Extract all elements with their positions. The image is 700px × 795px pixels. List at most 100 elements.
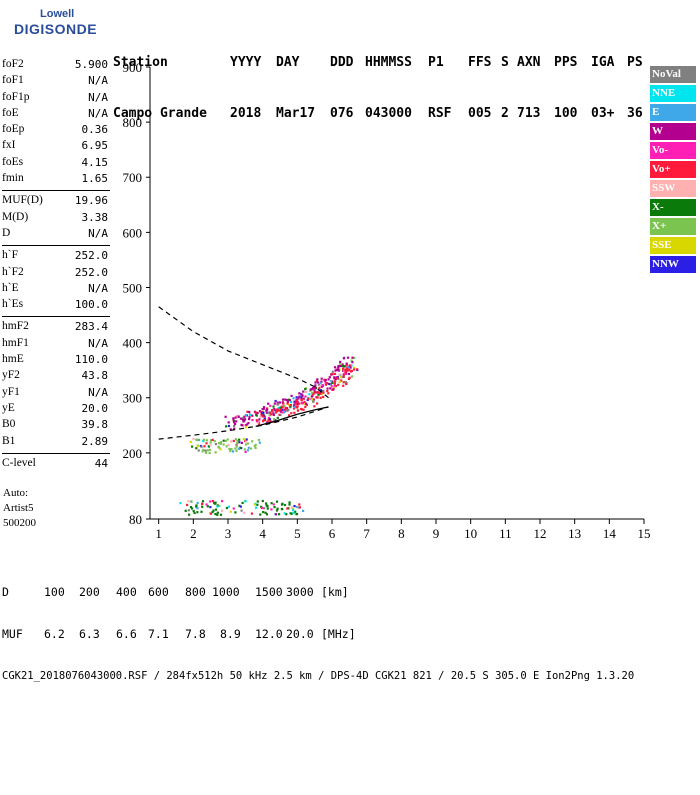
echo-dot xyxy=(320,392,323,396)
y-tick-label: 80 xyxy=(129,512,142,527)
echo-dot xyxy=(331,380,334,383)
echo-dot xyxy=(246,449,249,452)
header-value: Campo Grande xyxy=(113,106,207,121)
param-row: hmF2 283.4 xyxy=(2,320,110,336)
echo-dot xyxy=(316,378,319,381)
echo-dot xyxy=(256,420,259,423)
param-name: h`F2 xyxy=(2,265,24,278)
echo-dot xyxy=(246,423,249,426)
echo-dot xyxy=(293,505,296,508)
muf-value: 6.6 xyxy=(116,627,137,641)
echo-dot xyxy=(275,408,278,411)
echo-dot xyxy=(297,397,300,400)
echo-dot xyxy=(205,439,209,442)
echo-dot xyxy=(272,405,275,408)
echo-dot xyxy=(290,401,293,404)
param-value: 6.95 xyxy=(81,139,109,153)
distance-value: 1500 xyxy=(255,585,283,599)
echo-dot xyxy=(230,448,233,451)
echo-dot xyxy=(276,416,279,419)
echo-dot xyxy=(229,510,232,513)
echo-dot xyxy=(263,507,266,510)
echo-dot xyxy=(265,411,268,414)
echo-dot xyxy=(239,446,242,449)
echo-dot xyxy=(300,398,303,401)
echo-dot xyxy=(225,506,228,510)
echo-dot xyxy=(275,509,279,512)
echo-dot xyxy=(292,397,295,400)
x-tick-label: 15 xyxy=(638,526,651,541)
echo-dot xyxy=(201,505,204,508)
echo-dot xyxy=(232,450,235,453)
header-value: 713 xyxy=(517,106,541,121)
echo-dot xyxy=(319,396,322,399)
param-name: h`E xyxy=(2,281,19,294)
echo-dot xyxy=(219,448,222,451)
echo-dot xyxy=(339,362,342,365)
distance-label: D xyxy=(2,585,9,599)
legend-item: X+ xyxy=(650,218,696,235)
param-value: 43.8 xyxy=(81,369,109,383)
echo-dot xyxy=(341,364,344,367)
echo-dot xyxy=(294,400,297,403)
echo-dot xyxy=(235,420,238,423)
echo-dot xyxy=(304,388,307,391)
echo-dot xyxy=(280,503,284,506)
x-tick-label: 5 xyxy=(294,526,301,541)
echo-dot xyxy=(353,366,356,369)
echo-dot xyxy=(202,440,205,443)
echo-dot xyxy=(302,408,305,411)
echo-dot xyxy=(327,392,330,395)
echo-dot xyxy=(331,381,334,385)
y-tick-label: 900 xyxy=(123,60,143,75)
echo-dot xyxy=(261,407,264,411)
echo-dot xyxy=(216,511,219,514)
header-label: P1 xyxy=(428,55,444,70)
echo-dot xyxy=(278,409,281,412)
echo-dot xyxy=(216,505,219,508)
param-separator xyxy=(2,316,110,318)
echo-dot xyxy=(326,390,329,393)
echo-dot xyxy=(248,410,251,414)
echo-dot xyxy=(229,448,232,451)
echo-dot xyxy=(246,410,249,413)
echo-dot xyxy=(259,513,262,516)
x-tick-label: 4 xyxy=(259,526,266,541)
echo-dot xyxy=(189,440,192,443)
muf-value: 12.0 xyxy=(255,627,283,641)
echo-dot xyxy=(286,507,289,510)
param-name: fxI xyxy=(2,139,16,152)
echo-dot xyxy=(286,407,289,410)
param-name: hmE xyxy=(2,353,24,366)
echo-dot xyxy=(271,409,274,412)
echo-dot xyxy=(278,413,281,416)
header-labels-row: Station YYYY DAY DDD HHMMSS P1 FFS S AXN… xyxy=(113,54,643,71)
x-tick-label: 12 xyxy=(534,526,547,541)
virtual-height-curve xyxy=(158,306,329,399)
echo-dot xyxy=(311,398,314,401)
echo-dot xyxy=(190,507,194,510)
echo-dot xyxy=(288,399,291,402)
param-row: yE 20.0 xyxy=(2,402,110,418)
echo-dot xyxy=(251,414,254,417)
header-label: FFS xyxy=(468,55,492,70)
echo-dot xyxy=(344,368,347,371)
echo-dot xyxy=(293,404,296,407)
echo-dot xyxy=(278,401,281,404)
echo-dot xyxy=(197,449,200,452)
echo-dot xyxy=(330,385,333,388)
echo-dot xyxy=(334,378,337,381)
echo-dot xyxy=(296,409,299,412)
header-value: 2 xyxy=(501,106,509,121)
echo-dot xyxy=(247,446,250,449)
echo-dot xyxy=(186,503,189,506)
echo-dot xyxy=(272,413,275,416)
echo-dot xyxy=(270,508,273,511)
param-name: MUF(D) xyxy=(2,194,43,207)
echo-dot xyxy=(337,383,340,386)
echo-dot xyxy=(353,356,356,359)
echo-dot xyxy=(214,451,217,454)
echo-dot xyxy=(315,391,318,394)
header-label: IGA xyxy=(591,55,615,70)
logo-line2: DIGISONDE xyxy=(14,21,98,37)
